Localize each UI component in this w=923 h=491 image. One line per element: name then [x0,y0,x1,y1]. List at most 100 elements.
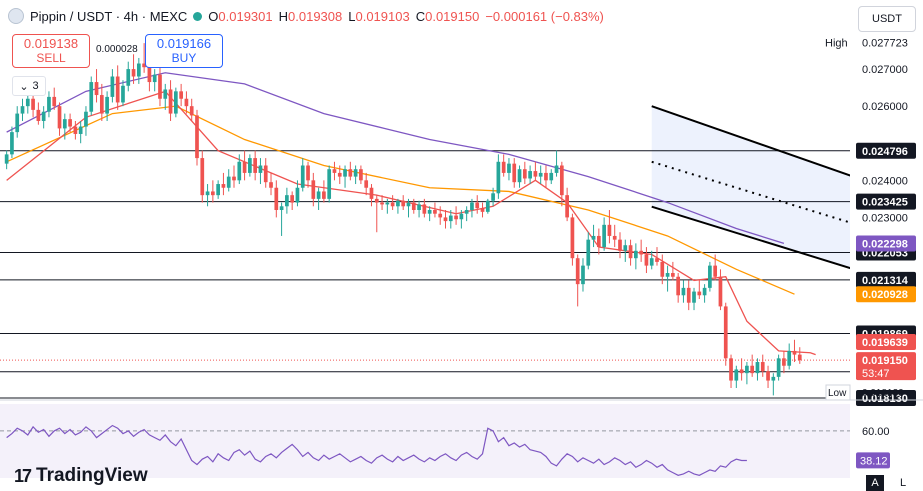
candle-body [448,215,453,222]
candle-body [94,82,99,96]
sell-label: SELL [36,51,66,65]
candle-body [512,163,517,183]
level-tag: 0.023425 [862,197,908,209]
candle-body [343,169,347,177]
ema-price-tag-bg [856,235,916,252]
candle-body [612,235,617,240]
symbol-header: Pippin / USDT · 4h · MEXC O0.019301 H0.0… [8,8,604,24]
high-marker-label: High [825,37,848,49]
indicators-toggle[interactable]: ⌄ 3 [12,76,46,96]
ema-price-tag-bg [856,286,916,303]
candle-body [189,106,194,116]
candle-body [723,306,728,359]
candle-body [84,111,88,127]
candle-body [591,235,596,240]
candle-body [708,265,712,288]
candle-body [390,202,395,207]
candle-body [665,273,670,277]
buy-label: BUY [171,51,197,65]
candle-body [718,276,723,307]
candle-body [713,265,718,277]
candle-body [4,154,9,164]
candle-body [126,69,131,86]
sell-button[interactable]: 0.019138 SELL [12,34,90,68]
candle-body [792,350,797,355]
candle-body [470,202,474,210]
candle-body [401,200,406,207]
buy-button[interactable]: 0.019166 BUY [145,34,223,68]
candle-body [739,369,744,374]
candle-body [697,291,702,296]
candle-body [327,169,332,199]
candle-body [73,126,78,134]
candle-body [221,184,226,188]
candle-body [443,217,448,222]
candle-body [565,195,569,218]
candle-body [311,180,316,199]
candle-body [105,96,109,114]
candle-body [332,169,337,173]
candle-body [528,171,532,179]
candle-body [533,171,538,177]
axis-tick-label: 0.024000 [862,175,908,187]
candle-body [322,191,326,199]
candle-body [734,369,739,381]
currency-button[interactable]: USDT [858,6,916,32]
axis-tick-label: 0.027000 [862,64,908,76]
candle-body [52,96,57,107]
axis-tick-label: 0.023000 [862,212,908,224]
rsi-current-bg [856,452,890,469]
logo-text: TradingView [36,465,148,486]
candle-body [36,109,41,121]
low-value: 0.019103 [355,8,410,24]
tradingview-logo[interactable]: 17 TradingView [14,465,148,487]
candle-body [396,200,400,207]
candle-body [686,287,691,303]
rsi-background [0,404,850,478]
candle-body [549,172,554,181]
candle-body [62,119,67,129]
candle-body [279,206,284,210]
ema-price-tag: 0.022298 [862,238,908,250]
candle-body [115,76,120,103]
axis-tick-label: 0.026000 [862,101,908,113]
candle-body [68,119,72,127]
candle-body [15,113,20,133]
auto-scale-button[interactable]: A [866,475,884,491]
log-scale-button[interactable]: L [899,477,907,489]
rsi-level-label: 60.00 [862,426,890,438]
level-tag-bg [856,271,916,288]
candle-body [31,98,35,110]
candle-body [745,365,749,374]
ema-price-tag: 0.019639 [862,337,908,349]
open-value: 0.019301 [218,8,273,24]
candle-body [290,195,295,203]
candle-body [607,224,612,236]
candle-body [211,191,215,196]
candle-body [173,91,178,114]
current-price-tag: 0.019150 [862,355,908,367]
spread-value: 0.000028 [96,44,138,55]
candle-body [496,161,501,194]
candle-body [248,158,252,173]
candle-body [618,239,622,251]
candle-body [242,161,247,173]
chevron-down-icon: ⌄ [19,80,29,93]
current-price-tag-bg [856,352,916,381]
high-marker-value: 0.027723 [862,37,908,49]
candle-body [766,371,770,381]
candle-body [459,213,464,220]
candle-body [263,165,268,183]
candle-body [10,132,14,155]
candle-body [480,208,485,212]
candle-body [602,224,606,248]
candle-body [158,74,162,99]
symbol-title[interactable]: Pippin / USDT · 4h · MEXC [30,8,188,24]
low-label: L [348,8,356,24]
level-tag-bg [856,390,916,406]
candle-body [380,202,384,205]
candle-body [671,273,675,277]
candle-body [168,89,173,114]
candle-body [464,209,469,214]
